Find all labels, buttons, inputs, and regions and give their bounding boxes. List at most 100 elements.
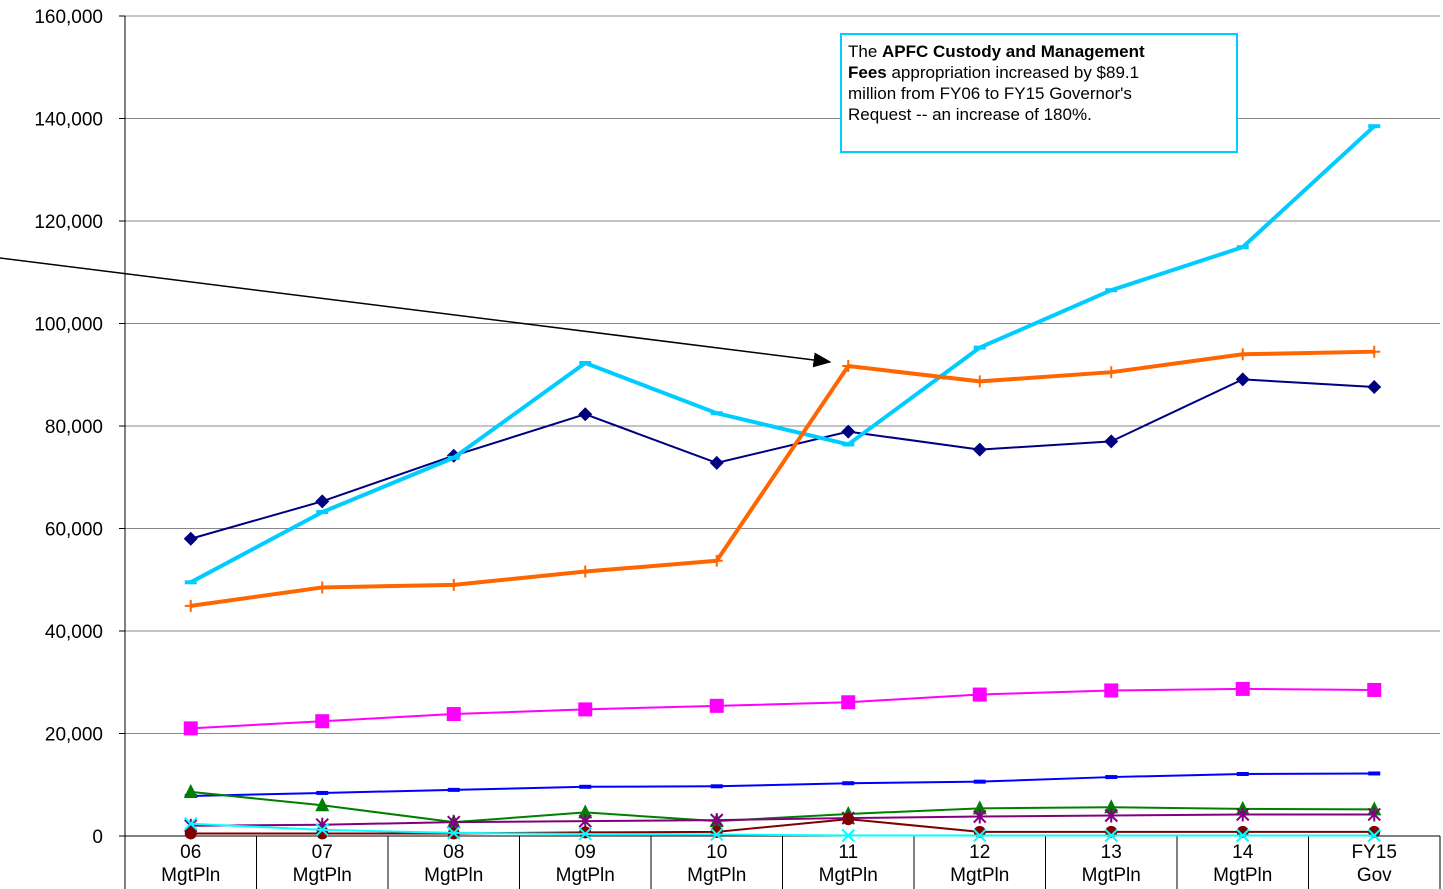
annotation: The APFC Custody and Management Fees appr… (840, 33, 1238, 153)
y-tick-label: 20,000 (45, 725, 103, 746)
annotation-text: The (848, 42, 883, 61)
marker (1367, 828, 1381, 843)
series-line (190, 378, 1375, 540)
marker (1236, 807, 1250, 822)
marker (709, 455, 724, 470)
marker (183, 531, 198, 546)
marker (842, 813, 855, 826)
annotation-text: Fees (848, 63, 887, 82)
marker (447, 826, 461, 840)
y-tick-label: 120,000 (34, 212, 103, 233)
marker (1104, 808, 1118, 823)
series-line (190, 818, 1375, 835)
marker (973, 375, 986, 388)
annotation-arrow (0, 257, 832, 368)
marker (842, 360, 855, 373)
y-tick-label: 160,000 (34, 7, 103, 28)
marker (972, 687, 987, 702)
y-tick-label: 40,000 (45, 622, 103, 643)
x-tick-label: FY15 (1352, 842, 1397, 863)
marker (709, 698, 724, 713)
x-tick-label: 11 (838, 842, 858, 863)
marker (1235, 681, 1250, 696)
series-line (190, 687, 1375, 730)
y-tick-label: 80,000 (45, 417, 103, 438)
marker (710, 554, 723, 567)
marker (315, 823, 329, 837)
marker (1236, 828, 1250, 843)
y-tick-label: 100,000 (34, 315, 103, 336)
marker (710, 825, 723, 838)
marker (972, 800, 987, 815)
marker (1367, 380, 1382, 395)
marker (315, 797, 330, 812)
annotation-line: Request -- an increase of 180%. (848, 104, 1230, 125)
annotation-text: Request -- an increase of 180%. (848, 105, 1092, 124)
x-tick-label: MgtPln (1213, 865, 1272, 886)
marker (316, 581, 329, 594)
x-tick-label: MgtPln (293, 865, 352, 886)
marker (183, 721, 198, 736)
series-line (189, 124, 1376, 585)
marker (579, 565, 592, 578)
annotation-line: The APFC Custody and Management (848, 41, 1230, 62)
annotation-text: million from FY06 to FY15 Governor's (848, 84, 1132, 103)
marker (578, 702, 593, 717)
marker (972, 442, 987, 457)
series-line (190, 822, 1375, 837)
marker (1367, 682, 1382, 697)
marker (1104, 828, 1118, 843)
x-tick-label: 07 (312, 842, 333, 863)
marker (579, 826, 592, 839)
marker (841, 695, 856, 710)
x-tick-label: 08 (443, 842, 464, 863)
annotation-line: Fees appropriation increased by $89.1 (848, 62, 1230, 83)
x-tick-label: MgtPln (556, 865, 615, 886)
series-line (190, 813, 1375, 827)
marker (710, 813, 724, 828)
x-tick-label: MgtPln (161, 865, 220, 886)
x-tick-label: 09 (575, 842, 596, 863)
marker (315, 494, 330, 509)
annotation-text: appropriation increased by $89.1 (886, 63, 1140, 82)
marker (1368, 345, 1381, 358)
marker (1367, 807, 1381, 822)
marker (1236, 348, 1249, 361)
marker (315, 714, 330, 729)
x-tick-label: MgtPln (819, 865, 878, 886)
annotation-line: million from FY06 to FY15 Governor's (848, 83, 1230, 104)
marker (447, 815, 461, 830)
x-tick-label: 10 (706, 842, 727, 863)
x-tick-label: Gov (1357, 865, 1392, 886)
marker (578, 804, 593, 819)
marker (183, 783, 198, 798)
marker (710, 827, 724, 842)
marker (578, 827, 592, 841)
series-line (190, 349, 1375, 608)
x-tick-label: 12 (969, 842, 990, 863)
marker (841, 424, 856, 439)
x-tick-label: 14 (1232, 842, 1254, 863)
annotation-text: APFC Custody and Management (882, 42, 1145, 61)
x-tick-label: MgtPln (950, 865, 1009, 886)
x-tick-label: MgtPln (687, 865, 746, 886)
marker (447, 578, 460, 591)
x-tick-label: MgtPln (424, 865, 483, 886)
marker (1235, 372, 1250, 387)
x-tick-label: MgtPln (1082, 865, 1141, 886)
series-line (190, 790, 1375, 824)
y-tick-label: 0 (92, 827, 103, 848)
marker (184, 816, 198, 831)
marker (1104, 799, 1119, 814)
marker (184, 599, 197, 612)
marker (1105, 366, 1118, 379)
x-tick-label: 06 (180, 842, 201, 863)
marker (973, 809, 987, 824)
marker (184, 827, 197, 840)
marker (841, 828, 855, 843)
y-tick-label: 140,000 (34, 110, 103, 131)
y-tick-label: 60,000 (45, 520, 103, 541)
marker (1104, 683, 1119, 698)
x-tick-label: 13 (1101, 842, 1122, 863)
